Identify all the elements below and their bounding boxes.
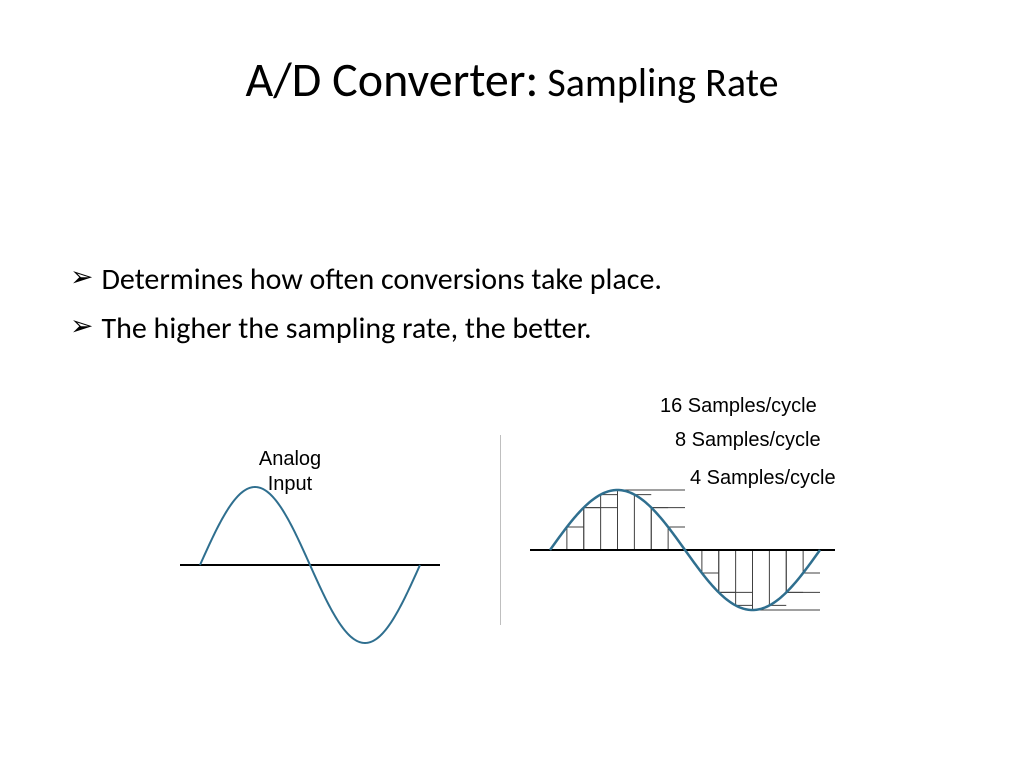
bullet-item: ➢ The higher the sampling rate, the bett… <box>70 309 950 350</box>
bullet-list: ➢ Determines how often conversions take … <box>70 260 950 357</box>
analog-sine-wave <box>180 465 440 665</box>
bullet-text: The higher the sampling rate, the better… <box>101 309 591 350</box>
sampled-sine-wave <box>520 455 840 625</box>
slide-title: A/D Converter: Sampling Rate <box>0 50 1024 109</box>
figure-area: Analog Input 16 Samples/cycle 8 Samples/… <box>70 395 950 715</box>
bullet-item: ➢ Determines how often conversions take … <box>70 260 950 301</box>
bullet-text: Determines how often conversions take pl… <box>101 260 662 301</box>
figure-divider <box>500 435 501 625</box>
chevron-icon: ➢ <box>70 309 93 343</box>
slide: A/D Converter: Sampling Rate ➢ Determine… <box>0 0 1024 768</box>
title-main: A/D Converter: <box>245 50 538 109</box>
chevron-icon: ➢ <box>70 260 93 294</box>
rate-label-16: 16 Samples/cycle <box>660 395 817 418</box>
rate-label-8: 8 Samples/cycle <box>675 429 821 452</box>
title-sub: Sampling Rate <box>538 58 778 107</box>
